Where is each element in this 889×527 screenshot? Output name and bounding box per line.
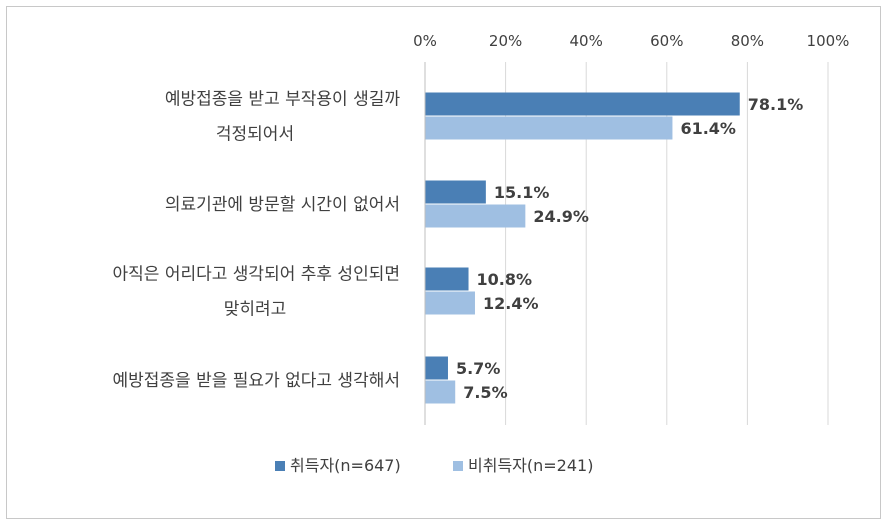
category-label: 의료기관에 방문할 시간이 없어서 [165, 195, 400, 215]
category-label: 예방접종을 받고 부작용이 생길까 [165, 90, 401, 110]
data-label: 12.4% [483, 294, 539, 313]
data-label: 7.5% [463, 383, 507, 402]
chart-frame [6, 6, 881, 519]
category-label: 아직은 어리다고 생각되어 추후 성인되면 [113, 265, 401, 285]
x-tick-label: 20% [489, 32, 522, 50]
bar-1 [425, 267, 469, 291]
data-label: 78.1% [748, 95, 804, 114]
x-tick-label: 40% [570, 32, 603, 50]
category-label: 걱정되어서 [216, 125, 294, 145]
legend-label: 취득자(n=647) [290, 456, 401, 475]
bar-2 [425, 380, 456, 404]
bar-2 [425, 204, 526, 228]
bar-2 [425, 291, 475, 315]
legend-swatch [453, 461, 463, 471]
bar-1 [425, 92, 740, 116]
data-label: 61.4% [680, 119, 736, 138]
x-tick-label: 0% [413, 32, 437, 50]
data-label: 15.1% [494, 183, 550, 202]
category-label: 예방접종을 받을 필요가 없다고 생각해서 [113, 371, 401, 391]
legend-swatch [275, 461, 285, 471]
bar-1 [425, 180, 486, 204]
data-label: 10.8% [477, 270, 533, 289]
x-tick-label: 100% [807, 32, 850, 50]
x-tick-label: 60% [650, 32, 683, 50]
data-label: 24.9% [533, 207, 589, 226]
legend-label: 비취득자(n=241) [468, 456, 593, 475]
data-label: 5.7% [456, 359, 500, 378]
x-tick-label: 80% [731, 32, 764, 50]
bar-1 [425, 356, 448, 380]
category-label: 맞히려고 [224, 300, 287, 320]
bar-2 [425, 116, 673, 140]
